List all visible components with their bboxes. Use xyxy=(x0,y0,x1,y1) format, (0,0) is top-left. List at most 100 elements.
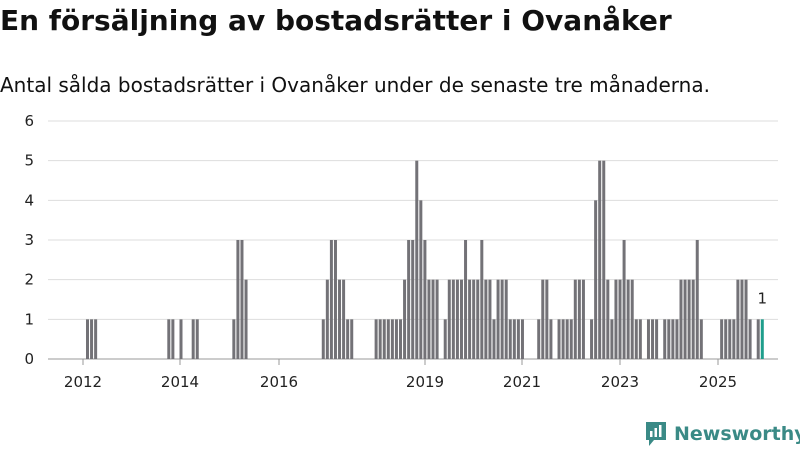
brand-logo: Newsworthy xyxy=(644,420,800,448)
bar xyxy=(232,319,236,359)
bar xyxy=(171,319,175,359)
bar xyxy=(520,319,524,359)
bar xyxy=(451,279,455,359)
bar xyxy=(423,240,427,359)
bar xyxy=(480,240,484,359)
bar xyxy=(459,279,463,359)
bar xyxy=(86,319,89,359)
bar xyxy=(325,279,329,359)
bar xyxy=(394,319,398,359)
bar xyxy=(350,319,354,359)
bar xyxy=(346,319,350,359)
bar xyxy=(577,279,581,359)
bar xyxy=(740,279,744,359)
bar xyxy=(565,319,569,359)
bar xyxy=(667,319,671,359)
bar xyxy=(378,319,382,359)
bar xyxy=(415,160,419,359)
page-title: En försäljning av bostadsrätter i Ovanåk… xyxy=(0,4,672,37)
x-tick-label: 2012 xyxy=(64,373,102,391)
bar xyxy=(610,319,614,359)
bar xyxy=(622,240,626,359)
bar xyxy=(618,279,622,359)
bar xyxy=(167,319,171,359)
y-tick-label: 4 xyxy=(24,191,34,209)
bar xyxy=(691,279,695,359)
bar xyxy=(500,279,504,359)
bar xyxy=(244,279,248,359)
bar xyxy=(655,319,659,359)
bar xyxy=(382,319,386,359)
bar xyxy=(492,319,496,359)
bar xyxy=(90,319,94,359)
bar xyxy=(443,319,447,359)
bar xyxy=(724,319,728,359)
x-tick-label: 2025 xyxy=(699,373,737,391)
bar xyxy=(496,279,500,359)
bar xyxy=(427,279,431,359)
x-tick-label: 2014 xyxy=(161,373,199,391)
bar xyxy=(549,319,553,359)
bar xyxy=(504,279,508,359)
bar xyxy=(195,319,199,359)
bar xyxy=(699,319,703,359)
highlight-data-label: 1 xyxy=(758,289,768,307)
bar xyxy=(626,279,630,359)
bar xyxy=(545,279,549,359)
bar xyxy=(94,319,98,359)
y-tick-label: 3 xyxy=(24,231,34,249)
brand-name: Newsworthy xyxy=(674,423,800,445)
bar xyxy=(329,240,333,359)
highlighted-bar xyxy=(760,319,764,359)
bar xyxy=(748,319,752,359)
bar xyxy=(468,279,472,359)
bar xyxy=(594,200,598,359)
bar xyxy=(614,279,618,359)
bar xyxy=(663,319,667,359)
bar xyxy=(687,279,691,359)
bar xyxy=(602,160,606,359)
newsworthy-logo-icon xyxy=(646,422,666,446)
bar xyxy=(321,319,325,359)
bar xyxy=(590,319,594,359)
bar xyxy=(333,240,337,359)
bar xyxy=(407,240,411,359)
bar xyxy=(720,319,724,359)
bar xyxy=(646,319,650,359)
bar xyxy=(403,279,407,359)
bar xyxy=(732,319,736,359)
bar xyxy=(598,160,602,359)
page-subtitle: Antal sålda bostadsrätter i Ovanåker und… xyxy=(0,73,710,97)
bar xyxy=(671,319,675,359)
y-tick-label: 2 xyxy=(24,271,34,289)
bar xyxy=(399,319,403,359)
bar xyxy=(472,279,476,359)
bar xyxy=(683,279,687,359)
x-tick-label: 2021 xyxy=(503,373,541,391)
bar xyxy=(411,240,415,359)
bar xyxy=(537,319,541,359)
bar xyxy=(390,319,394,359)
bar xyxy=(464,240,468,359)
bar xyxy=(573,279,577,359)
bar xyxy=(736,279,740,359)
bar xyxy=(695,240,699,359)
bar xyxy=(240,240,244,359)
bar xyxy=(508,319,512,359)
bar xyxy=(484,279,488,359)
bar xyxy=(342,279,346,359)
bar xyxy=(476,279,480,359)
bar xyxy=(756,319,760,359)
bar xyxy=(374,319,378,359)
bar xyxy=(728,319,732,359)
bar xyxy=(569,319,573,359)
bar xyxy=(431,279,435,359)
bar xyxy=(419,200,423,359)
bar xyxy=(516,319,520,359)
bar xyxy=(512,319,516,359)
bar xyxy=(561,319,565,359)
bar xyxy=(675,319,679,359)
bar xyxy=(651,319,655,359)
bar xyxy=(191,319,195,359)
